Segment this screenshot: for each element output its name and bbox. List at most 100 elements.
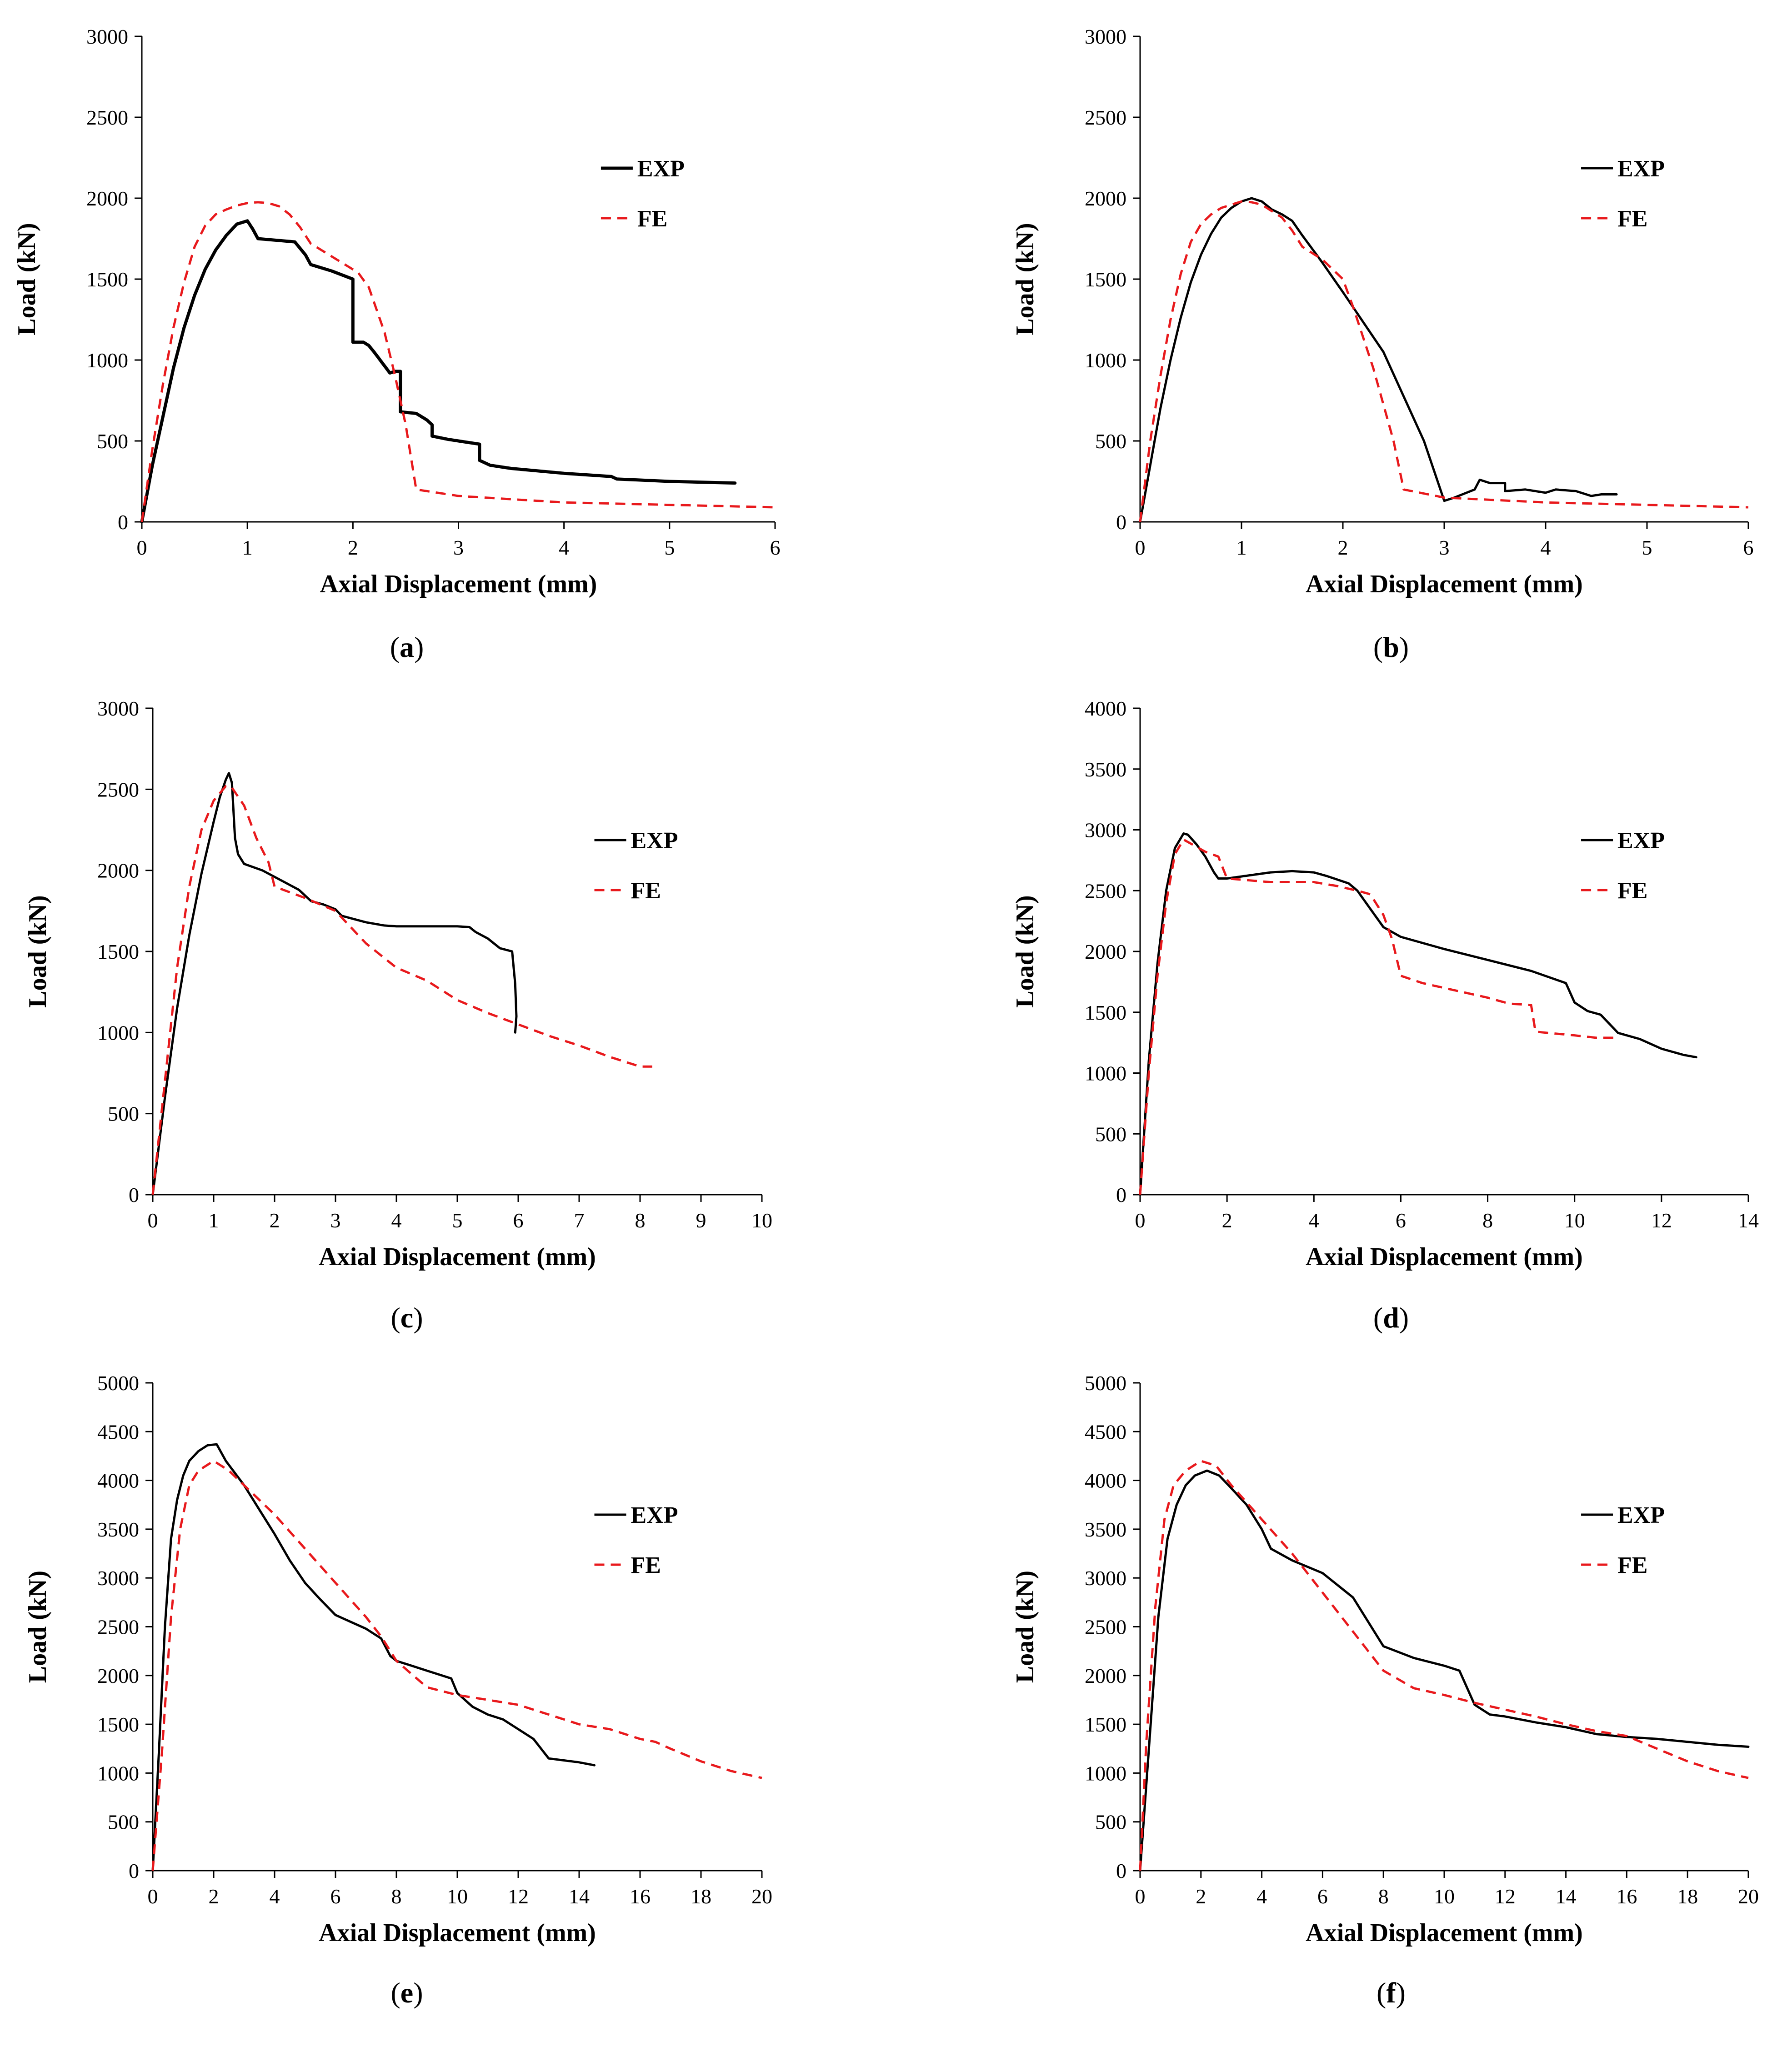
series-line-exp [140,219,737,524]
series-line-exp [1139,1469,1750,1872]
y-axis-label: Load (kN) [1011,223,1039,335]
y-tick-label: 1000 [1085,349,1126,372]
x-tick-label: 1 [209,1209,219,1232]
x-axis-label: Axial Displacement (mm) [320,570,597,598]
x-tick-label: 4 [559,536,569,559]
y-tick-label: 0 [1116,510,1126,534]
panel-caption: (a) [390,631,424,663]
x-axis-label: Axial Displacement (mm) [1306,1243,1583,1271]
x-tick-label: 18 [691,1885,711,1908]
y-axis-label: Load (kN) [24,1571,52,1683]
y-tick-label: 1000 [97,1762,139,1785]
panel-caption: (f) [1377,1977,1406,2009]
y-tick-label: 2500 [97,778,139,801]
x-tick-label: 1 [242,536,253,559]
x-tick-label: 20 [1738,1885,1759,1908]
x-tick-label: 5 [1642,536,1652,559]
y-tick-label: 1000 [1085,1062,1126,1085]
y-tick-label: 3500 [97,1518,139,1541]
caption-letter: b [1383,631,1399,663]
y-tick-label: 0 [129,1859,139,1882]
x-axis-label: Axial Displacement (mm) [1306,1919,1583,1947]
y-tick-label: 1500 [86,268,128,291]
y-tick-label: 2000 [1085,940,1126,963]
x-tick-label: 4 [1256,1885,1267,1908]
legend-label-exp: EXP [631,1502,678,1528]
x-tick-label: 0 [1135,1209,1146,1232]
y-tick-label: 3000 [1085,1567,1126,1590]
series-line-fe [151,1460,762,1871]
chart-a: 0 500 1000 1500 2000 2500 3000 0 1 2 3 4 5 6 Axial Dis… [13,25,781,663]
legend: EXP FE [594,1502,678,1578]
x-tick-label: 1 [1236,536,1247,559]
series-line-exp [1139,832,1697,1196]
series-line-exp [151,1443,596,1872]
x-tick-label: 10 [1564,1209,1585,1232]
legend-label-fe: FE [1617,1552,1647,1578]
y-tick-label: 500 [1095,1811,1126,1834]
y-tick-label: 3000 [86,25,128,48]
y-tick-label: 0 [1116,1859,1126,1882]
x-tick-label: 8 [1482,1209,1493,1232]
panel-caption: (b) [1373,631,1409,663]
y-tick-label: 1000 [1085,1762,1126,1785]
chart-e: 0 500 1000 1500 2000 2500 3000 3500 4000 4500 5000… [24,1371,772,2009]
x-tick-label: 6 [1317,1885,1328,1908]
panel-caption: (e) [390,1977,423,2009]
x-tick-label: 6 [330,1885,341,1908]
y-tick-label: 2000 [86,187,128,210]
x-tick-label: 12 [508,1885,529,1908]
x-tick-label: 6 [1396,1209,1406,1232]
x-tick-label: 4 [1541,536,1551,559]
y-axis-label: Load (kN) [1011,1571,1039,1683]
y-tick-label: 500 [1095,1122,1126,1146]
x-tick-label: 8 [391,1885,402,1908]
x-tick-label: 3 [453,536,464,559]
caption-close-paren: ) [414,631,424,663]
caption-letter: e [400,1977,413,2009]
caption-close-paren: ) [1399,631,1409,663]
series-line-fe [140,201,776,522]
x-tick-label: 0 [1135,1885,1146,1908]
series-line-exp [151,772,518,1196]
y-tick-label: 2500 [97,1616,139,1639]
y-tick-label: 0 [118,510,128,534]
x-tick-label: 10 [1434,1885,1455,1908]
caption-open-paren: ( [1373,1301,1383,1334]
y-tick-label: 2000 [97,1664,139,1687]
caption-close-paren: ) [1396,1977,1406,2009]
chart-d: 0 500 1000 1500 2000 2500 3000 3500 4000 0 2 4 6 8 10 1… [1011,697,1759,1334]
y-tick-label: 2000 [97,859,139,882]
x-tick-label: 0 [148,1209,158,1232]
x-tick-label: 12 [1495,1885,1516,1908]
legend-label-fe: FE [631,1552,661,1578]
caption-letter: d [1383,1301,1399,1334]
legend: EXP FE [594,828,678,904]
y-tick-label: 3000 [1085,819,1126,842]
legend-label-fe: FE [637,206,667,232]
panel-caption: (c) [390,1301,423,1334]
y-tick-label: 1500 [1085,1713,1126,1736]
y-tick-label: 1500 [97,940,139,963]
legend: EXP FE [601,156,685,232]
legend: EXP FE [1581,828,1665,904]
x-axis-label: Axial Displacement (mm) [319,1919,596,1947]
x-tick-label: 10 [447,1885,468,1908]
legend-label-fe: FE [1617,206,1647,232]
x-tick-label: 4 [391,1209,402,1232]
caption-letter: c [400,1301,413,1334]
x-tick-label: 6 [1743,536,1754,559]
y-tick-label: 1000 [86,349,128,372]
y-axis-label: Load (kN) [13,223,41,335]
y-tick-label: 4000 [1085,1469,1126,1492]
legend-label-fe: FE [631,878,661,904]
y-tick-label: 2500 [86,106,128,129]
legend-label-exp: EXP [1617,1502,1665,1528]
series-line-exp [1139,197,1618,523]
y-tick-label: 5000 [97,1371,139,1395]
caption-open-paren: ( [390,1301,400,1334]
x-tick-label: 0 [137,536,147,559]
x-tick-label: 3 [330,1209,341,1232]
